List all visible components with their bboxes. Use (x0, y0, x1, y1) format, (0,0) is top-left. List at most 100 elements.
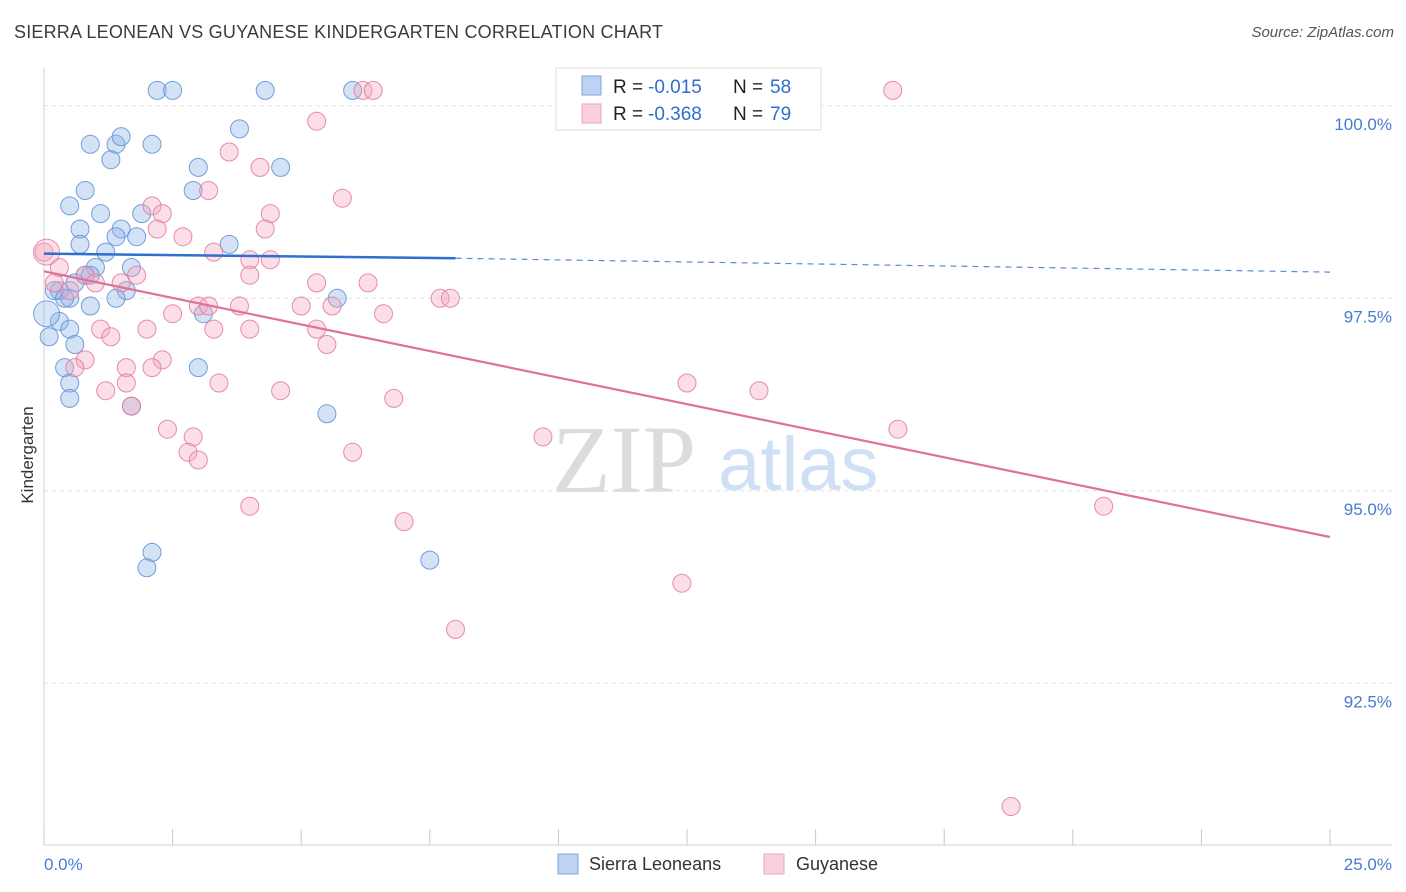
x-tick-label-max: 25.0% (1344, 855, 1392, 874)
bottom-legend-label-guyanese: Guyanese (796, 854, 878, 874)
point-guyanese (199, 181, 219, 200)
point-sierra-leoneans (183, 181, 203, 200)
y-tick-label: 95.0% (1344, 500, 1392, 519)
watermark-atlas: atlas (718, 422, 879, 507)
point-guyanese (883, 80, 903, 100)
point-guyanese (255, 219, 275, 239)
point-guyanese (65, 358, 85, 378)
point-guyanese (60, 281, 80, 301)
point-guyanese (353, 80, 373, 100)
point-sierra-leoneans (75, 181, 95, 200)
trend-lines (43, 252, 1331, 539)
point-sierra-leoneans (80, 296, 100, 316)
point-guyanese (121, 396, 141, 416)
point-guyanese (260, 204, 280, 224)
point-guyanese (209, 373, 229, 393)
data-points (33, 80, 1114, 816)
y-tick-label: 97.5% (1344, 307, 1392, 326)
bottom-legend-label-sierra-leoneans: Sierra Leoneans (589, 854, 721, 874)
point-sierra-leoneans (219, 234, 239, 254)
point-sierra-leoneans (106, 227, 126, 247)
legend-r-value: -0.368 (648, 104, 702, 125)
point-sierra-leoneans (271, 157, 291, 177)
point-sierra-leoneans (70, 219, 90, 239)
point-guyanese (183, 427, 203, 447)
point-sierra-leoneans (132, 204, 152, 224)
legend-n-value: 79 (770, 104, 791, 125)
point-guyanese (440, 288, 460, 308)
legend-r-label: R = (613, 77, 643, 98)
point-sierra-leoneans (101, 150, 121, 170)
point-sierra-leoneans (60, 373, 80, 393)
point-guyanese (677, 373, 697, 393)
point-guyanese (749, 381, 769, 401)
legend-swatch-sierra-leoneans (581, 75, 602, 96)
point-guyanese (343, 442, 363, 462)
point-guyanese (44, 273, 64, 293)
point-guyanese (533, 427, 553, 447)
legend-box: R = -0.015 N = 58 R = -0.368 N = 79 (555, 67, 822, 131)
point-guyanese (332, 188, 352, 208)
point-guyanese (358, 273, 378, 293)
point-guyanese (204, 242, 224, 262)
point-sierra-leoneans (188, 358, 208, 378)
point-sierra-leoneans (39, 327, 59, 347)
point-guyanese (91, 319, 111, 339)
point-guyanese (219, 142, 239, 162)
legend-swatch-guyanese (581, 103, 602, 124)
point-guyanese (250, 157, 270, 177)
point-sierra-leoneans (255, 80, 275, 100)
watermark: ZIP atlas (552, 406, 879, 513)
legend-n-label: N = (733, 77, 763, 98)
point-sierra-leoneans (60, 388, 80, 408)
y-tick-label: 100.0% (1334, 115, 1392, 134)
point-sierra-leoneans (163, 80, 183, 100)
point-guyanese (672, 573, 692, 593)
point-sierra-leoneans (60, 319, 80, 339)
point-sierra-leoneans (229, 119, 249, 139)
point-guyanese (49, 258, 69, 277)
point-sierra-leoneans (317, 404, 337, 424)
point-guyanese (430, 288, 450, 308)
bottom-legend-swatch-sierra-leoneans (557, 853, 579, 875)
bottom-legend-swatch-guyanese (763, 853, 785, 875)
point-sierra-leoneans (147, 80, 167, 100)
point-sierra-leoneans (127, 227, 147, 247)
y-axis-label: Kindergarten (18, 406, 37, 503)
chart-title: SIERRA LEONEAN VS GUYANESE KINDERGARTEN … (14, 22, 664, 42)
point-sierra-leoneans (60, 288, 80, 308)
point-guyanese (157, 419, 177, 439)
point-sierra-leoneans (420, 550, 440, 570)
axes (43, 68, 1392, 846)
point-guyanese (240, 496, 260, 516)
point-guyanese (240, 265, 260, 285)
point-guyanese (34, 242, 54, 262)
point-guyanese (116, 373, 136, 393)
trend-line-guyanese (43, 270, 1331, 539)
point-sierra-leoneans (188, 157, 208, 177)
point-guyanese (142, 358, 162, 378)
point-sierra-leoneans (65, 335, 85, 354)
point-guyanese (363, 80, 383, 100)
point-guyanese (147, 219, 167, 239)
point-guyanese (317, 335, 337, 354)
watermark-zip: ZIP (552, 406, 696, 513)
source-credit: Source: ZipAtlas.com (1251, 24, 1394, 41)
point-sierra-leoneans (44, 281, 64, 301)
point-guyanese (163, 304, 183, 324)
legend-r-value: -0.015 (648, 77, 702, 98)
point-guyanese (116, 358, 136, 378)
y-tick-label: 92.5% (1344, 692, 1392, 711)
point-sierra-leoneans (343, 80, 363, 100)
point-guyanese (384, 388, 404, 408)
point-sierra-leoneans (142, 134, 162, 154)
trend-line-sierra-leoneans-extension (455, 257, 1331, 273)
point-guyanese (446, 619, 466, 639)
point-guyanese (1094, 496, 1114, 516)
gridlines (44, 105, 1392, 684)
point-guyanese (374, 304, 394, 324)
legend-r-label: R = (613, 104, 643, 125)
point-sierra-leoneans (70, 234, 90, 254)
point-guyanese (142, 196, 162, 216)
point-guyanese (96, 381, 116, 401)
